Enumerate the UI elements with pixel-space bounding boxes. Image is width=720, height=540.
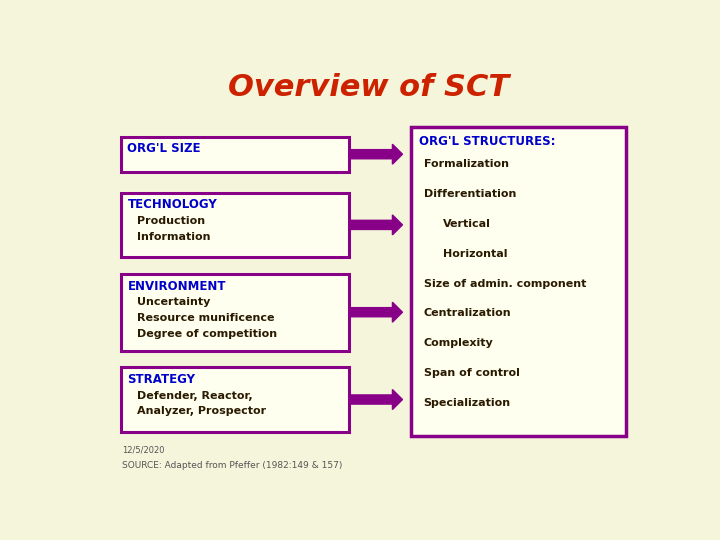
FancyArrow shape (349, 302, 402, 322)
FancyBboxPatch shape (121, 137, 349, 172)
Text: Degree of competition: Degree of competition (138, 329, 277, 339)
Text: Complexity: Complexity (423, 339, 493, 348)
FancyBboxPatch shape (121, 193, 349, 257)
Text: Differentiation: Differentiation (423, 188, 516, 199)
Text: Production: Production (138, 216, 205, 226)
Text: Analyzer, Prospector: Analyzer, Prospector (138, 407, 266, 416)
FancyBboxPatch shape (121, 274, 349, 350)
Text: Specialization: Specialization (423, 399, 510, 408)
Text: Span of control: Span of control (423, 368, 520, 379)
Text: ORG'L STRUCTURES:: ORG'L STRUCTURES: (419, 134, 556, 147)
Text: Vertical: Vertical (444, 219, 491, 228)
Text: Uncertainty: Uncertainty (138, 297, 211, 307)
FancyBboxPatch shape (411, 127, 626, 436)
Text: SOURCE: Adapted from Pfeffer (1982:149 & 157): SOURCE: Adapted from Pfeffer (1982:149 &… (122, 461, 343, 470)
Text: Defender, Reactor,: Defender, Reactor, (138, 390, 253, 401)
FancyBboxPatch shape (121, 367, 349, 432)
Text: Resource munificence: Resource munificence (138, 313, 275, 323)
Text: Overview of SCT: Overview of SCT (228, 73, 510, 102)
Text: ORG'L SIZE: ORG'L SIZE (127, 143, 201, 156)
FancyArrow shape (349, 144, 402, 164)
Text: Size of admin. component: Size of admin. component (423, 279, 586, 288)
FancyArrow shape (349, 389, 402, 409)
Text: Information: Information (138, 232, 211, 242)
Text: Centralization: Centralization (423, 308, 511, 319)
Text: TECHNOLOGY: TECHNOLOGY (127, 199, 217, 212)
Text: STRATEGY: STRATEGY (127, 373, 195, 386)
Text: Horizontal: Horizontal (444, 248, 508, 259)
Text: Formalization: Formalization (423, 159, 509, 169)
FancyArrow shape (349, 215, 402, 235)
Text: 12/5/2020: 12/5/2020 (122, 446, 165, 455)
Text: ENVIRONMENT: ENVIRONMENT (127, 280, 226, 293)
